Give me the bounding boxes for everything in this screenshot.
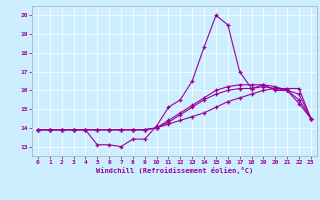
X-axis label: Windchill (Refroidissement éolien,°C): Windchill (Refroidissement éolien,°C) <box>96 167 253 174</box>
